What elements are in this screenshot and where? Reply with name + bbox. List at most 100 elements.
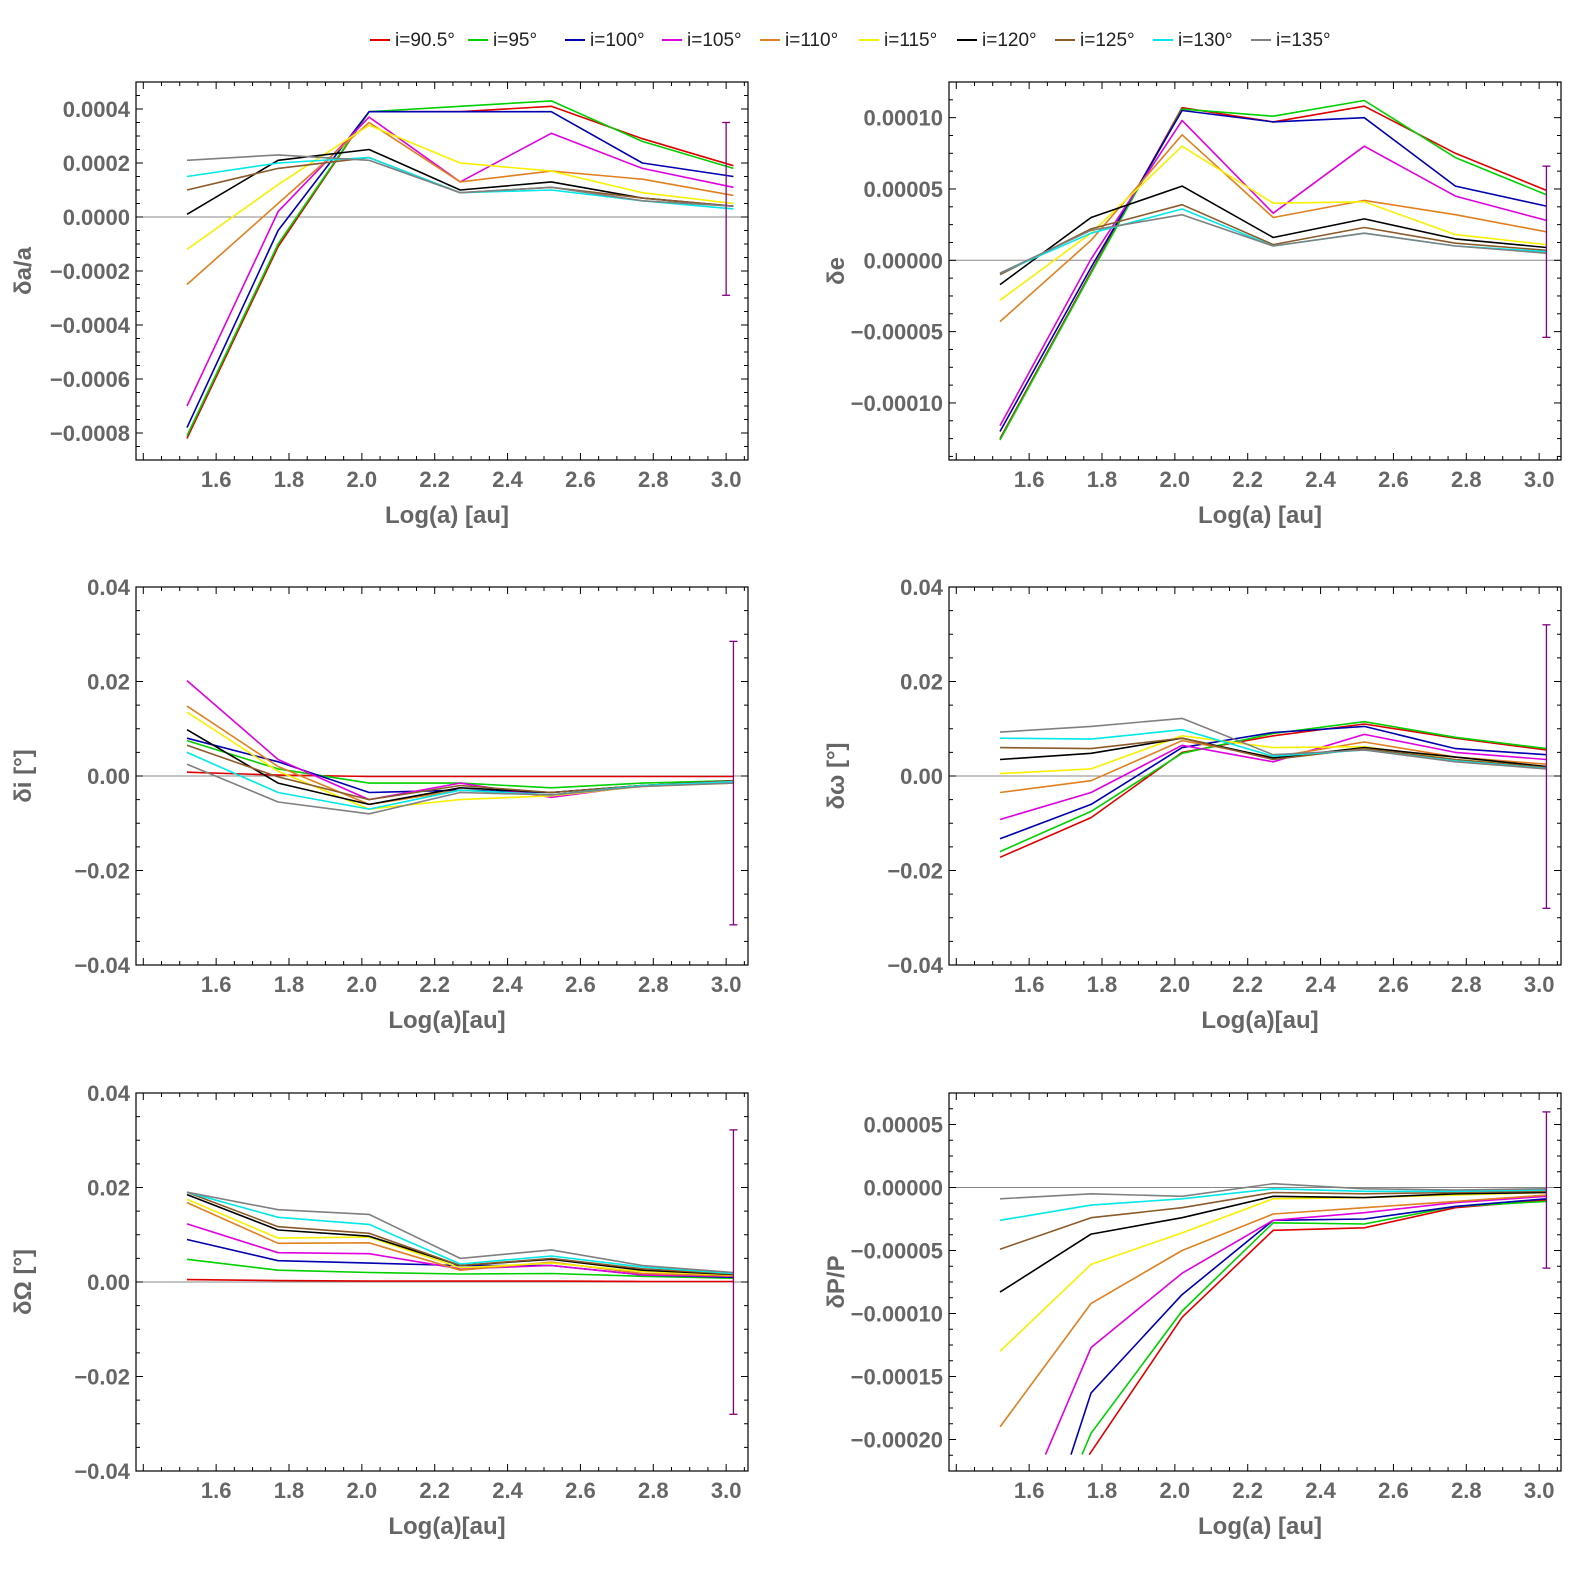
x-tick-label: 2.4 xyxy=(492,1478,523,1503)
y-tick-label: −0.04 xyxy=(887,953,943,978)
panel-di: 1.6 1.8 2.0 2.2 2.4 2.6 2.8 3.0 −0.04 −0.02 0.00 0.… xyxy=(10,575,749,1034)
legend-item: i=125° xyxy=(1055,30,1135,51)
x-tick-label: 2.6 xyxy=(1378,1478,1409,1503)
x-tick-label: 2.2 xyxy=(1232,1478,1263,1503)
series-line xyxy=(186,124,734,251)
x-tick-label: 1.6 xyxy=(1014,972,1045,997)
series-line xyxy=(999,1182,1547,1200)
x-tick-label: 2.8 xyxy=(638,1478,669,1503)
legend-label: i=125° xyxy=(1080,30,1135,51)
series-line xyxy=(1070,1198,1547,1455)
legend-label: i=110° xyxy=(785,30,838,51)
x-tick-label: 3.0 xyxy=(711,972,742,997)
legend-item: i=135° xyxy=(1251,30,1331,51)
legend-label: i=105° xyxy=(687,30,742,51)
series-line xyxy=(999,105,1547,439)
panel-da: 1.6 1.8 2.0 2.2 2.4 2.6 2.8 3.0 −0.0008 −0.0006 −0… xyxy=(10,81,749,529)
series-group xyxy=(999,1182,1547,1456)
y-tick-label: −0.0008 xyxy=(50,421,130,446)
legend-item: i=120° xyxy=(957,30,1037,51)
x-tick-label: 3.0 xyxy=(1524,467,1555,492)
series-line xyxy=(999,728,1547,770)
legend-item: i=130° xyxy=(1153,30,1233,51)
x-tick-label: 1.6 xyxy=(1014,467,1045,492)
x-tick-label: 1.8 xyxy=(274,467,305,492)
x-tick-label: 2.8 xyxy=(638,972,669,997)
y-tick-label: 0.00000 xyxy=(863,1176,943,1201)
x-tick-label: 2.8 xyxy=(1451,972,1482,997)
chart-legend: i=90.5° i=95° i=100° i=105° i=110° i=115° i=12… xyxy=(370,30,1331,51)
series-line xyxy=(186,771,734,778)
x-tick-label: 2.2 xyxy=(419,1478,450,1503)
series-line xyxy=(999,99,1547,441)
x-axis-title: Log(a)[au] xyxy=(388,1513,505,1540)
series-group xyxy=(186,679,734,815)
x-axis-title: Log(a) [au] xyxy=(1198,502,1322,529)
x-tick-label: 3.0 xyxy=(711,467,742,492)
series-line xyxy=(186,110,734,428)
x-tick-label: 2.0 xyxy=(1160,467,1191,492)
x-tick-label: 2.0 xyxy=(347,467,378,492)
series-line xyxy=(186,100,734,437)
x-axis-title: Log(a)[au] xyxy=(1201,1007,1318,1034)
series-line xyxy=(1044,1195,1547,1455)
legend-label: i=135° xyxy=(1276,30,1331,51)
series-line xyxy=(186,1191,734,1275)
series-line xyxy=(186,763,734,815)
series-line xyxy=(999,208,1547,274)
y-axis-title: δΩ [°] xyxy=(10,1249,37,1315)
series-line xyxy=(186,121,734,286)
x-tick-label: 3.0 xyxy=(1524,1478,1555,1503)
y-tick-label: −0.0006 xyxy=(50,367,130,392)
x-tick-label: 1.8 xyxy=(1087,467,1118,492)
legend-item: i=110° xyxy=(760,30,838,51)
y-tick-label: −0.00015 xyxy=(851,1365,943,1390)
series-line xyxy=(186,1223,734,1278)
plot-frame xyxy=(948,81,1562,461)
series-line xyxy=(186,744,734,801)
x-axis-title: Log(a) [au] xyxy=(385,502,509,529)
series-line xyxy=(186,1278,734,1283)
series-line xyxy=(999,1191,1547,1293)
panel-dP: 1.6 1.8 2.0 2.2 2.4 2.6 2.8 3.0 −0.00020 −0.00015… xyxy=(823,1092,1562,1540)
y-tick-label: 0.00010 xyxy=(863,106,943,131)
y-tick-label: −0.00020 xyxy=(851,1428,943,1453)
x-tick-label: 2.8 xyxy=(638,467,669,492)
y-tick-label: 0.0000 xyxy=(63,205,130,230)
y-axis-title: δω [°] xyxy=(823,742,850,809)
x-tick-label: 3.0 xyxy=(711,1478,742,1503)
legend-item: i=95° xyxy=(468,30,537,51)
y-tick-label: 0.02 xyxy=(87,670,130,695)
x-tick-label: 1.6 xyxy=(201,467,232,492)
y-tick-label: −0.04 xyxy=(74,953,130,978)
x-tick-label: 2.6 xyxy=(565,467,596,492)
y-tick-label: −0.02 xyxy=(74,859,130,884)
x-tick-label: 1.6 xyxy=(201,972,232,997)
y-tick-label: 0.00000 xyxy=(863,248,943,273)
x-tick-label: 2.4 xyxy=(1305,467,1336,492)
x-tick-label: 2.4 xyxy=(492,467,523,492)
series-group xyxy=(999,99,1547,441)
x-tick-label: 2.8 xyxy=(1451,467,1482,492)
legend-label: i=115° xyxy=(884,30,937,51)
x-tick-label: 2.0 xyxy=(1160,1478,1191,1503)
y-tick-label: −0.02 xyxy=(887,859,943,884)
series-line xyxy=(999,1194,1547,1428)
x-tick-label: 2.0 xyxy=(347,972,378,997)
plot-frame xyxy=(135,81,749,461)
x-tick-label: 1.8 xyxy=(1087,972,1118,997)
y-tick-label: −0.0002 xyxy=(50,259,130,284)
x-tick-label: 2.6 xyxy=(565,972,596,997)
panel-de: 1.6 1.8 2.0 2.2 2.4 2.6 2.8 3.0 −0.00010 −0.00005… xyxy=(823,81,1562,529)
series-line xyxy=(186,679,734,801)
legend-label: i=100° xyxy=(590,30,645,51)
y-tick-label: 0.04 xyxy=(87,575,131,600)
y-tick-label: 0.00005 xyxy=(863,1113,943,1138)
y-tick-label: −0.0004 xyxy=(50,313,131,338)
y-tick-label: −0.00005 xyxy=(851,320,943,345)
y-tick-label: 0.00 xyxy=(87,764,130,789)
legend-item: i=115° xyxy=(859,30,937,51)
series-line xyxy=(999,119,1547,427)
x-tick-label: 2.6 xyxy=(565,1478,596,1503)
x-tick-label: 2.4 xyxy=(1305,1478,1336,1503)
